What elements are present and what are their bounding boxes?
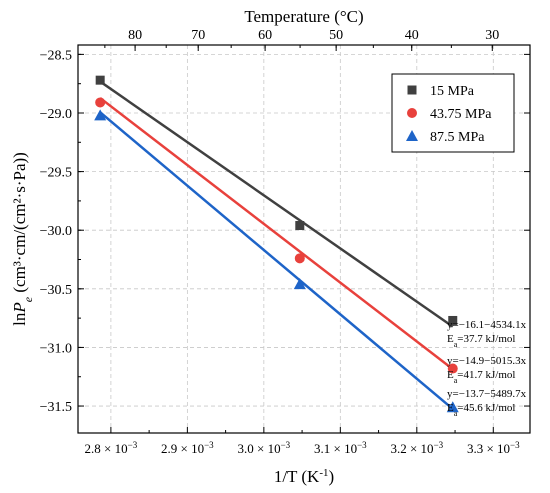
x-tick-mantissa: 2.9 × 10 [161, 441, 204, 456]
x-tick-label: 3.3 × 10−3 [467, 440, 520, 456]
x-tick-exponent: −3 [510, 440, 520, 450]
x-tick-exponent: −3 [204, 440, 214, 450]
x-tick-mantissa: 2.8 × 10 [85, 441, 128, 456]
ea-symbol: E [447, 369, 454, 381]
fit-equation: y=−16.1−4534.1x [447, 319, 527, 331]
x-tick-mantissa: 3.3 × 10 [467, 441, 510, 456]
y-tick-label: −29.5 [40, 166, 72, 181]
ea-value: =37.7 kJ/mol [457, 333, 515, 345]
legend-marker [407, 108, 417, 118]
legend-marker [407, 85, 417, 95]
y-tick-label: −31.0 [40, 341, 72, 356]
y-axis-title-ln: ln [10, 312, 29, 326]
x-tick-mantissa: 3.0 × 10 [238, 441, 281, 456]
data-markers [94, 75, 459, 413]
top-axis-title: Temperature (°C) [244, 7, 363, 26]
x-tick-label: 2.9 × 10−3 [161, 440, 214, 456]
y-tick-label: −30.5 [40, 283, 72, 298]
ea-sub: a [454, 340, 458, 349]
legend-label: 87.5 MPa [430, 130, 485, 145]
x-axis-title-main: 1/T (K [274, 467, 320, 486]
y-axis-title-sub: e [21, 296, 35, 302]
y-axis-title-units: (cm³·cm/(cm²·s·Pa)) [10, 152, 29, 297]
data-point [446, 401, 459, 413]
ea-value: =45.6 kJ/mol [457, 402, 515, 414]
data-point [294, 253, 305, 264]
ea-value: =41.7 kJ/mol [457, 369, 515, 381]
fit-activation-energy: Ea=37.7 kJ/mol [447, 333, 515, 349]
x-axis-title-end: ) [329, 467, 335, 486]
x-tick-mantissa: 3.1 × 10 [314, 441, 357, 456]
fit-line [99, 97, 454, 371]
fit-line [99, 111, 454, 410]
plot-frame [77, 44, 531, 434]
x-axis-title: 1/T (K-1) [274, 467, 334, 486]
top-tick-label: 70 [191, 28, 205, 43]
top-tick-label: 60 [258, 28, 272, 43]
x-tick-label: 2.8 × 10−3 [85, 440, 138, 456]
data-point [295, 221, 305, 231]
ea-sub: a [454, 409, 458, 418]
legend-label: 15 MPa [430, 84, 475, 99]
x-tick-exponent: −3 [434, 440, 444, 450]
x-tick-exponent: −3 [128, 440, 138, 450]
data-point [448, 315, 458, 325]
data-point [447, 363, 458, 374]
fit-line [99, 80, 454, 328]
ea-symbol: E [447, 402, 454, 414]
axis-labels: Temperature (°C) 1/T (K-1) lnPe (cm³·cm/(c… [10, 7, 364, 486]
fit-equation: y=−13.7−5489.7x [447, 388, 527, 400]
fit-activation-energy: Ea=41.7 kJ/mol [447, 369, 515, 385]
top-tick-label: 30 [485, 28, 499, 43]
y-tick-label: −30.0 [40, 224, 72, 239]
x-axis-title-sup: -1 [319, 467, 328, 479]
ea-symbol: E [447, 333, 454, 345]
legend: 15 MPa 43.75 MPa 87.5 MPa [391, 73, 515, 153]
x-tick-mantissa: 3.2 × 10 [390, 441, 433, 456]
x-tick-label: 3.0 × 10−3 [238, 440, 291, 456]
ea-sub: a [454, 376, 458, 385]
legend-label: 43.75 MPa [430, 107, 492, 122]
data-point [95, 75, 105, 85]
x-tick-exponent: −3 [281, 440, 291, 450]
top-tick-label: 40 [405, 28, 419, 43]
axis-ticks: 2.8 × 10−3 2.9 × 10−3 3.0 × 10−3 3.1 × 10−3… [40, 28, 530, 456]
fit-lines [99, 80, 454, 410]
y-tick-label: −28.5 [40, 48, 72, 63]
data-point [94, 109, 107, 121]
data-point [293, 278, 306, 290]
x-tick-exponent: −3 [357, 440, 367, 450]
data-point [95, 97, 106, 108]
y-axis-title: lnPe (cm³·cm/(cm²·s·Pa)) [10, 152, 35, 326]
x-tick-label: 3.1 × 10−3 [314, 440, 367, 456]
y-tick-label: −29.0 [40, 107, 72, 122]
x-tick-label: 3.2 × 10−3 [390, 440, 443, 456]
fit-equation: y=−14.9−5015.3x [447, 355, 527, 367]
top-tick-label: 50 [329, 28, 343, 43]
fit-activation-energy: Ea=45.6 kJ/mol [447, 402, 515, 418]
y-axis-title-p: P [10, 302, 29, 313]
top-tick-label: 80 [128, 28, 142, 43]
y-tick-label: −31.5 [40, 400, 72, 415]
legend-marker [406, 130, 418, 141]
